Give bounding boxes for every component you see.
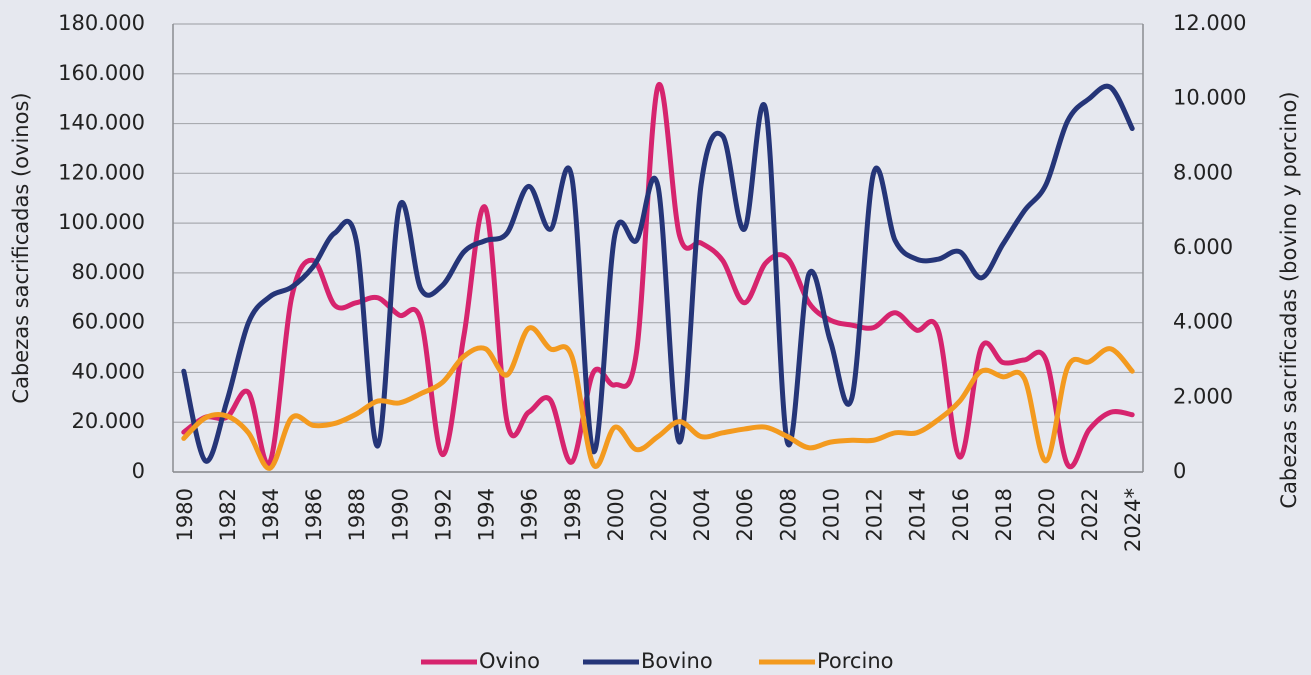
x-tick-label: 2024* bbox=[1121, 488, 1145, 552]
x-tick-label: 2010 bbox=[819, 488, 843, 541]
x-tick-label: 2022 bbox=[1078, 488, 1102, 541]
y2-tick-label: 8.000 bbox=[1173, 160, 1233, 184]
y2-tick-label: 2.000 bbox=[1173, 384, 1233, 408]
x-tick-label: 2002 bbox=[647, 488, 671, 541]
y-axis-title: Cabezas sacrificadas (ovinos) bbox=[9, 92, 33, 403]
y-tick-label: 40.000 bbox=[72, 359, 145, 383]
x-tick-label: 1994 bbox=[475, 488, 499, 541]
x-tick-label: 1998 bbox=[561, 488, 585, 541]
x-tick-label: 1992 bbox=[431, 488, 455, 541]
legend-label: Ovino bbox=[479, 649, 540, 673]
x-tick-label: 1982 bbox=[216, 488, 240, 541]
y2-axis-title: Cabezas sacrificadas (bovino y porcino) bbox=[1277, 91, 1301, 508]
y-tick-label: 20.000 bbox=[72, 409, 145, 433]
y-tick-label: 180.000 bbox=[58, 11, 145, 35]
y2-tick-label: 12.000 bbox=[1173, 11, 1246, 35]
x-tick-label: 1988 bbox=[345, 488, 369, 541]
x-tick-label: 2004 bbox=[690, 488, 714, 541]
y2-tick-label: 10.000 bbox=[1173, 86, 1246, 110]
y-tick-label: 100.000 bbox=[58, 210, 145, 234]
y-tick-label: 80.000 bbox=[72, 260, 145, 284]
y-tick-label: 0 bbox=[132, 459, 145, 483]
x-tick-label: 2016 bbox=[949, 488, 973, 541]
legend-label: Porcino bbox=[817, 649, 893, 673]
x-tick-label: 2006 bbox=[733, 488, 757, 541]
x-tick-label: 1990 bbox=[388, 488, 412, 541]
y-tick-label: 140.000 bbox=[58, 111, 145, 135]
x-tick-label: 2008 bbox=[776, 488, 800, 541]
legend-label: Bovino bbox=[641, 649, 713, 673]
x-tick-label: 2012 bbox=[863, 488, 887, 541]
x-tick-label: 2000 bbox=[604, 488, 628, 541]
x-tick-label: 1986 bbox=[302, 488, 326, 541]
x-tick-label: 1996 bbox=[518, 488, 542, 541]
series-line bbox=[181, 83, 1135, 464]
x-tick-label: 2020 bbox=[1035, 488, 1059, 541]
y2-tick-label: 0 bbox=[1173, 459, 1186, 483]
x-tick-label: 2014 bbox=[906, 488, 930, 541]
series-line bbox=[181, 81, 1135, 470]
x-tick-label: 1980 bbox=[173, 488, 197, 541]
x-tick-label: 1984 bbox=[259, 488, 283, 541]
x-tick-label: 2018 bbox=[992, 488, 1016, 541]
series-line bbox=[181, 325, 1135, 471]
y-tick-label: 160.000 bbox=[58, 61, 145, 85]
y-tick-label: 60.000 bbox=[72, 310, 145, 334]
y2-tick-label: 6.000 bbox=[1173, 235, 1233, 259]
y2-tick-label: 4.000 bbox=[1173, 310, 1233, 334]
y-tick-label: 120.000 bbox=[58, 160, 145, 184]
